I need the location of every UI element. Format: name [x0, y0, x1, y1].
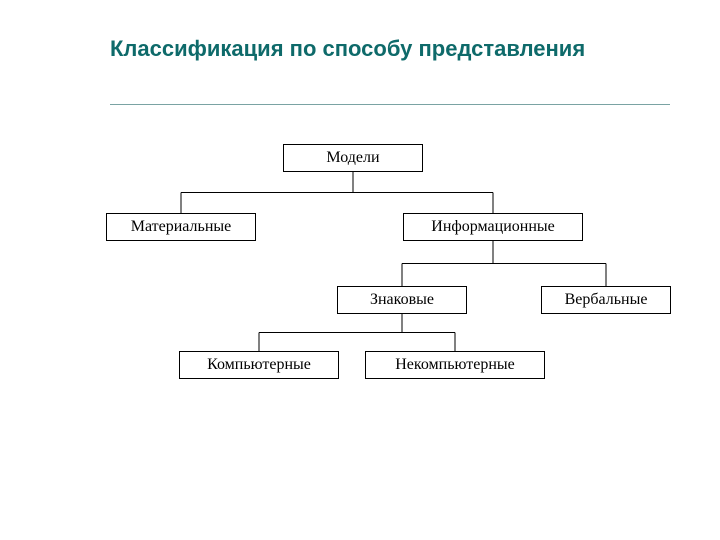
node-noncomp: Некомпьютерные	[365, 351, 545, 379]
classification-diagram: Модели Материальные Информационные Знаковые…	[0, 0, 720, 540]
node-models: Модели	[283, 144, 423, 172]
diagram-edges	[0, 0, 720, 540]
node-sign: Знаковые	[337, 286, 467, 314]
node-material: Материальные	[106, 213, 256, 241]
node-verbal: Вербальные	[541, 286, 671, 314]
node-info: Информационные	[403, 213, 583, 241]
node-comp: Компьютерные	[179, 351, 339, 379]
